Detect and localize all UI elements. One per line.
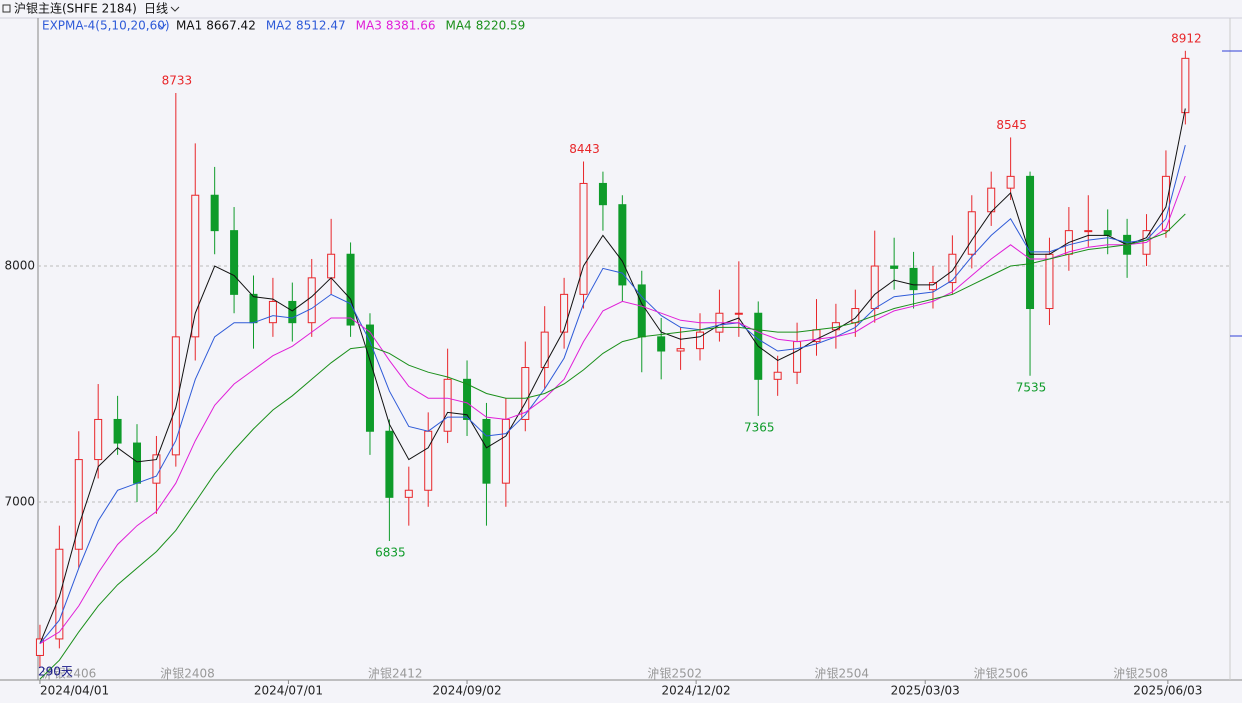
menu-icon[interactable] bbox=[2, 4, 11, 13]
legend-value: 8220.59 bbox=[476, 19, 526, 33]
candle-body bbox=[346, 253, 355, 326]
candle-body bbox=[268, 300, 277, 324]
candle-body bbox=[191, 194, 200, 338]
candle-body bbox=[424, 430, 433, 491]
candle-body bbox=[113, 418, 122, 444]
candle-body bbox=[967, 211, 976, 255]
candle-body bbox=[870, 265, 879, 310]
candle-body bbox=[696, 331, 705, 350]
candle-body bbox=[890, 265, 899, 269]
candle-body bbox=[385, 430, 394, 498]
ma-line bbox=[39, 175, 1186, 645]
legend-name: MA1 bbox=[176, 19, 202, 33]
candle-body bbox=[734, 312, 743, 315]
x-tick-label: 2024/07/01 bbox=[254, 684, 323, 698]
x-tick-label: 2025/03/03 bbox=[891, 684, 960, 698]
candle-body bbox=[501, 418, 510, 484]
legend-value: 8512.47 bbox=[296, 19, 346, 33]
candle-body bbox=[288, 300, 297, 324]
extreme-label: 7365 bbox=[744, 420, 775, 434]
candle-body bbox=[365, 324, 374, 432]
extreme-label: 8733 bbox=[162, 74, 193, 88]
extreme-label: 8545 bbox=[996, 118, 1027, 132]
candle-body bbox=[793, 341, 802, 373]
candle-body bbox=[657, 336, 666, 352]
ma-line bbox=[39, 108, 1186, 644]
contract-label: 沪银2408 bbox=[160, 667, 215, 681]
ma-line bbox=[39, 213, 1186, 680]
legend-name: MA3 bbox=[356, 19, 382, 33]
ma-line bbox=[39, 144, 1186, 645]
candle-body bbox=[404, 489, 413, 498]
legend-value: 8381.66 bbox=[386, 19, 436, 33]
candle-body bbox=[1084, 230, 1093, 233]
extreme-label: 7535 bbox=[1016, 380, 1047, 394]
candle-body bbox=[1006, 175, 1015, 189]
legend-name: MA2 bbox=[266, 19, 292, 33]
indicator-name[interactable]: EXPMA-4(5,10,20,60) bbox=[42, 19, 170, 33]
legend-value: 8667.42 bbox=[206, 19, 256, 33]
candle-body bbox=[1181, 57, 1190, 114]
indicator-dropdown[interactable] bbox=[157, 23, 167, 29]
candle-body bbox=[210, 194, 219, 232]
candle-body bbox=[987, 187, 996, 213]
contract-label: 沪银2502 bbox=[647, 667, 702, 681]
candle-body bbox=[55, 548, 64, 640]
bar-count: 290天 bbox=[38, 665, 73, 679]
chart-title: 沪银主连(SHFE 2184) bbox=[14, 1, 137, 16]
period-dropdown[interactable] bbox=[170, 6, 180, 12]
contract-label: 沪银2412 bbox=[368, 667, 423, 681]
period[interactable]: 日线 bbox=[144, 2, 168, 16]
extreme-label: 8443 bbox=[569, 142, 600, 156]
candle-body bbox=[560, 293, 569, 333]
x-tick-label: 2024/09/02 bbox=[432, 684, 501, 698]
candle-body bbox=[579, 182, 588, 295]
candle-body bbox=[1103, 230, 1112, 236]
candle-body bbox=[74, 459, 83, 550]
candle-body bbox=[230, 230, 239, 295]
candle-body bbox=[327, 253, 336, 279]
candle-body bbox=[463, 378, 472, 420]
candle-body bbox=[618, 204, 627, 286]
contract-label: 沪银2504 bbox=[814, 667, 869, 681]
y-tick-label: 7000 bbox=[4, 495, 35, 509]
candle-body bbox=[521, 367, 530, 420]
candle-body bbox=[909, 267, 918, 291]
candle-body bbox=[307, 277, 316, 324]
candle-body bbox=[1045, 253, 1054, 310]
candle-body bbox=[637, 284, 646, 338]
candle-body bbox=[540, 331, 549, 369]
candle-body bbox=[928, 282, 937, 291]
candle-body bbox=[598, 182, 607, 206]
extreme-label: 8912 bbox=[1171, 31, 1202, 45]
y-tick-label: 8000 bbox=[4, 259, 35, 273]
candle-body bbox=[1026, 175, 1035, 310]
candle-body bbox=[676, 348, 685, 352]
extreme-label: 6835 bbox=[375, 545, 406, 559]
candle-body bbox=[948, 253, 957, 284]
candle-body bbox=[249, 293, 258, 324]
legend-name: MA4 bbox=[445, 19, 471, 33]
x-tick-label: 2024/04/01 bbox=[40, 684, 109, 698]
contract-label: 沪银2406 bbox=[42, 667, 97, 681]
candle-body bbox=[443, 378, 452, 432]
x-tick-label: 2025/06/03 bbox=[1133, 684, 1202, 698]
candle-body bbox=[773, 371, 782, 380]
candle-body bbox=[133, 442, 142, 484]
contract-label: 沪银2506 bbox=[974, 667, 1029, 681]
contract-label: 沪银2508 bbox=[1113, 667, 1168, 681]
x-tick-label: 2024/12/02 bbox=[662, 684, 731, 698]
candle-body bbox=[94, 418, 103, 461]
candle-body bbox=[482, 418, 491, 484]
candle-body bbox=[171, 336, 180, 456]
candle-body bbox=[35, 638, 44, 656]
